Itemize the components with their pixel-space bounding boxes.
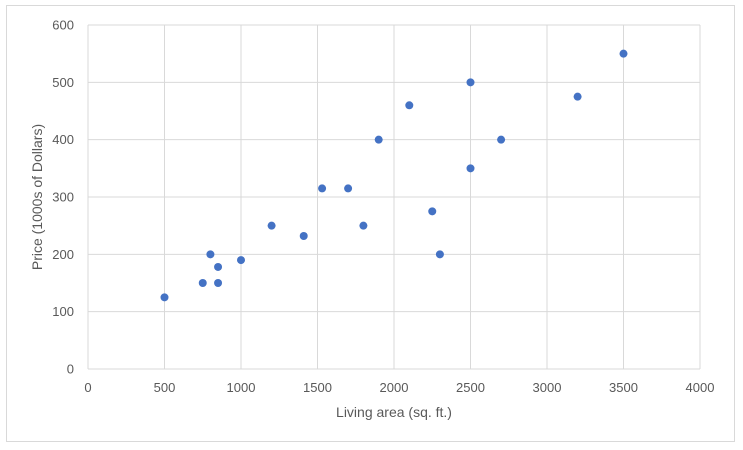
y-axis-title: Price (1000s of Dollars) — [29, 124, 45, 270]
data-points — [160, 49, 628, 302]
data-point — [359, 221, 368, 230]
data-point — [206, 250, 215, 259]
data-point — [405, 101, 414, 110]
y-tick-label: 600 — [52, 18, 74, 33]
x-tick-label: 2000 — [380, 380, 409, 395]
data-point — [428, 207, 437, 216]
x-axis-tick-labels: 0 500 1000 1500 2000 2500 3000 3500 4000 — [84, 380, 714, 395]
x-tick-label: 4000 — [686, 380, 715, 395]
x-tick-label: 500 — [154, 380, 176, 395]
data-point — [573, 92, 582, 101]
y-tick-label: 400 — [52, 132, 74, 147]
data-point — [214, 262, 223, 271]
x-tick-label: 3000 — [533, 380, 562, 395]
data-point — [198, 279, 207, 287]
x-tick-label: 3500 — [609, 380, 638, 395]
y-tick-label: 500 — [52, 75, 74, 90]
x-tick-label: 1000 — [227, 380, 256, 395]
y-axis-tick-labels: 0 100 200 300 400 500 600 — [52, 18, 74, 377]
y-tick-label: 100 — [52, 304, 74, 319]
data-point — [435, 250, 444, 259]
data-point — [299, 231, 308, 240]
data-point — [344, 184, 353, 193]
data-point — [160, 293, 169, 302]
x-tick-label: 0 — [84, 380, 91, 395]
data-point — [237, 256, 245, 265]
data-point — [267, 221, 276, 230]
x-axis-title: Living area (sq. ft.) — [336, 404, 452, 420]
data-point — [466, 78, 475, 87]
data-point — [497, 135, 506, 144]
grid-lines — [87, 24, 701, 370]
data-point — [318, 184, 327, 193]
data-point — [374, 135, 383, 144]
data-point — [214, 279, 223, 287]
x-tick-label: 1500 — [303, 380, 332, 395]
data-point — [466, 164, 475, 173]
y-tick-label: 200 — [52, 247, 74, 262]
data-point — [619, 49, 628, 58]
y-tick-label: 300 — [52, 190, 74, 205]
y-tick-label: 0 — [67, 362, 74, 377]
x-tick-label: 2500 — [456, 380, 485, 395]
